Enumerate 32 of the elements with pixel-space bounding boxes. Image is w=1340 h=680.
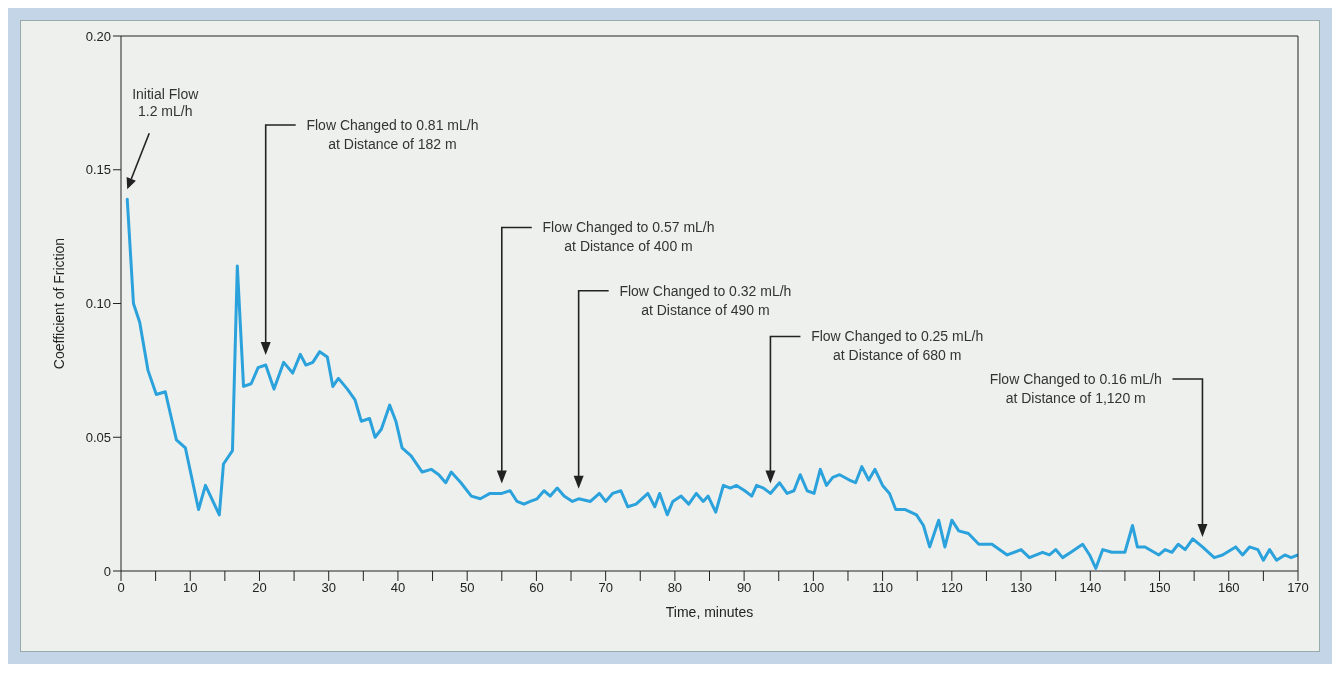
annotation: Flow Changed to 0.16 mL/h at Distance of 1,120 m [989,370,1162,406]
y-tick-label: 0.10 [85,296,111,312]
y-axis-title: Coefficient of Friction [50,237,67,370]
annotation: Flow Changed to 0.32 mL/h at Distance of 490 m [619,282,792,318]
x-tick-label: 150 [1148,580,1171,596]
x-tick-label: 160 [1217,580,1240,596]
x-tick-label: 80 [667,580,683,596]
annotation: Initial Flow 1.2 mL/h [132,86,200,119]
x-tick-label: 10 [183,580,198,596]
annotation: Flow Changed to 0.57 mL/h at Distance of 400 m [542,219,715,255]
x-tick-label: 60 [529,580,544,596]
x-tick-label: 0 [117,580,125,596]
y-tick-label: 0.20 [85,28,111,44]
y-tick-label: 0.15 [85,162,111,178]
x-tick-label: 140 [1079,580,1102,596]
x-tick-label: 130 [1010,580,1032,596]
x-tick-label: 70 [598,580,613,596]
x-axis-title: Time, minutes [665,604,754,620]
line-series [125,197,1298,570]
x-tick-label: 170 [1287,580,1309,596]
x-tick-label: 30 [321,580,336,596]
x-tick-label: 90 [736,580,752,596]
y-tick-label: 0.05 [85,429,111,445]
y-tick-label: 0 [103,563,111,579]
x-tick-label: 110 [872,580,893,596]
x-tick-label: 50 [459,580,475,596]
annotation: Flow Changed to 0.25 mL/h at Distance of 680 m [811,328,984,364]
annotation: Flow Changed to 0.81 mL/h at Distance of 182 m [306,117,479,152]
x-tick-label: 100 [802,580,825,596]
x-tick-label: 40 [390,580,406,596]
x-tick-label: 20 [252,580,267,596]
x-tick-label: 120 [940,580,963,596]
